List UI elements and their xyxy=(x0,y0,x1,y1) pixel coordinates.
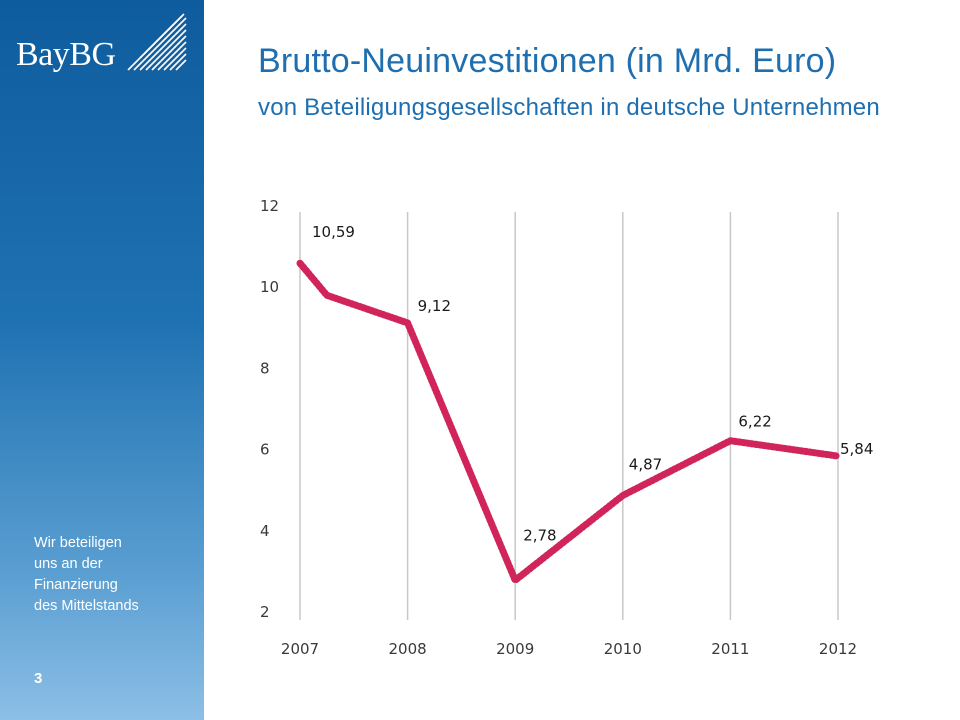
y-tick-label: 10 xyxy=(260,278,279,296)
data-point xyxy=(298,261,302,265)
data-point xyxy=(728,439,732,443)
x-tick-label: 2011 xyxy=(711,640,749,658)
tagline-line: uns an der xyxy=(34,556,103,572)
chart-subtitle: von Beteiligungsgesellschaften in deutsc… xyxy=(258,94,880,121)
data-label: 9,12 xyxy=(418,297,451,315)
x-tick-label: 2009 xyxy=(496,640,534,658)
tagline-line: Wir beteiligen xyxy=(34,535,122,551)
data-label: 10,59 xyxy=(312,223,355,241)
y-tick-label: 2 xyxy=(260,603,270,621)
data-point xyxy=(836,454,840,458)
y-tick-label: 6 xyxy=(260,441,270,459)
data-label: 2,78 xyxy=(523,526,556,544)
x-tick-label: 2008 xyxy=(389,640,427,658)
logo-text: BayBG xyxy=(16,36,116,73)
line-chart: 2007 2008 2009 2010 2011 2012 2 4 6 8 10 12 10,59 9,1… xyxy=(260,197,873,658)
baybg-logo: BayBG xyxy=(16,12,192,76)
data-label: 4,87 xyxy=(629,455,662,473)
page-number: 3 xyxy=(34,670,43,687)
data-point xyxy=(621,493,625,497)
sidebar: BayBG Wir beteiligen uns an der Finanzie… xyxy=(0,0,204,720)
data-label: 6,22 xyxy=(738,413,771,431)
y-tick-label: 4 xyxy=(260,522,270,540)
y-tick-label: 12 xyxy=(260,197,279,215)
x-tick-label: 2012 xyxy=(819,640,857,658)
logo-stripes-icon xyxy=(127,13,187,71)
chart-title: Brutto-Neuinvestitionen (in Mrd. Euro) xyxy=(258,42,837,80)
tagline-line: Finanzierung xyxy=(34,577,118,593)
data-point xyxy=(513,578,517,582)
tagline-line: des Mittelstands xyxy=(34,598,139,614)
x-tick-label: 2010 xyxy=(604,640,642,658)
y-tick-label: 8 xyxy=(260,359,270,377)
tagline: Wir beteiligen uns an der Finanzierung d… xyxy=(34,533,194,617)
data-point xyxy=(406,321,410,325)
data-label: 5,84 xyxy=(840,440,873,458)
x-tick-label: 2007 xyxy=(281,640,319,658)
